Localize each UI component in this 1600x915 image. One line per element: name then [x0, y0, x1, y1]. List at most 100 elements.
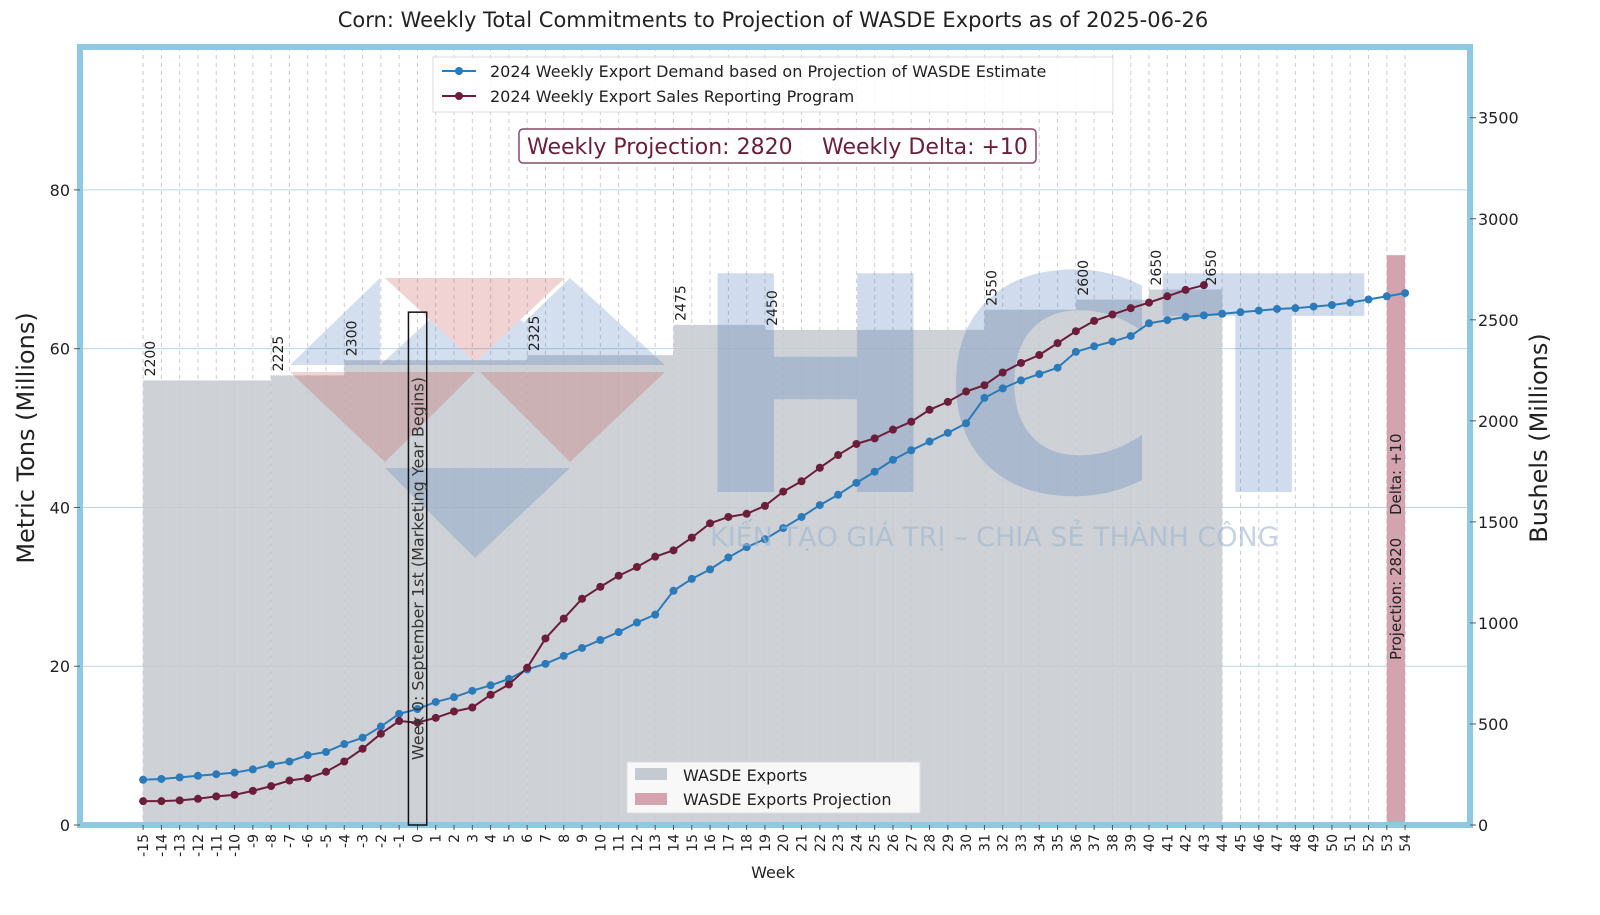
x-tick-label: -8	[264, 834, 280, 848]
point	[1199, 311, 1208, 320]
point	[724, 553, 733, 562]
delta-label: Delta: +10	[1387, 434, 1405, 516]
x-tick-label: 23	[831, 834, 847, 852]
y-axis-label: Metric Tons (Millions)	[12, 312, 40, 563]
point	[395, 717, 404, 726]
week0-label: Week 0: September 1st (Marketing Year Be…	[409, 377, 428, 760]
point	[687, 574, 696, 583]
point	[1126, 331, 1135, 340]
point	[1309, 302, 1318, 311]
logo-shape	[290, 278, 380, 365]
point	[230, 790, 239, 799]
x-tick-label: 27	[904, 834, 920, 852]
point	[413, 705, 422, 714]
point	[1364, 295, 1373, 304]
watermark-logo: HCT	[690, 214, 1367, 563]
point	[578, 643, 587, 652]
point	[1254, 306, 1263, 315]
point	[212, 792, 221, 801]
x-tick-label: 8	[557, 834, 573, 843]
point	[779, 487, 788, 496]
x-tick-label: 4	[484, 834, 500, 843]
summary-box	[518, 128, 1037, 164]
point	[980, 381, 989, 390]
x-tick-label: 34	[1032, 834, 1048, 852]
y-tick-label: 60	[50, 340, 70, 359]
point	[340, 740, 349, 749]
x-tick-label: 54	[1398, 834, 1414, 852]
x-tick-label: -2	[374, 834, 390, 848]
y2-tick-label: 2000	[1478, 412, 1519, 431]
point	[267, 782, 276, 791]
point	[943, 428, 952, 437]
x-tick-label: 35	[1051, 834, 1067, 852]
projection-bar	[1386, 255, 1406, 825]
x-tick-label: 14	[666, 834, 682, 852]
point	[486, 690, 495, 699]
bar-label: 2200	[143, 341, 159, 377]
legend-swatch	[455, 67, 463, 75]
bar-label: 2650	[1204, 250, 1220, 286]
x-tick-label: -12	[191, 834, 207, 857]
x-tick-label: 50	[1325, 834, 1341, 852]
point	[706, 519, 715, 528]
point	[1181, 285, 1190, 294]
point	[888, 455, 897, 464]
x-tick-label: 3	[465, 834, 481, 843]
x-tick-label: 39	[1124, 834, 1140, 852]
y2-tick-label: 1000	[1478, 614, 1519, 633]
point	[815, 501, 824, 510]
point	[1163, 316, 1172, 325]
x-tick-label: 19	[758, 834, 774, 852]
x-axis-label: Week	[751, 863, 796, 882]
x-tick-label: 30	[959, 834, 975, 852]
point	[285, 757, 294, 766]
point	[1035, 370, 1044, 379]
summary-text: Weekly Projection: 2820	[527, 135, 793, 160]
y-tick-label: 80	[50, 181, 70, 200]
point	[1327, 301, 1336, 310]
point	[1053, 363, 1062, 372]
x-tick-label: -4	[337, 834, 353, 848]
x-tick-label: 15	[685, 834, 701, 852]
bar-label: 2300	[344, 321, 360, 357]
point	[1163, 292, 1172, 301]
projection-label: Projection: 2820	[1387, 538, 1405, 660]
x-tick-label: 7	[538, 834, 554, 843]
point	[797, 512, 806, 521]
y2-tick-label: 500	[1478, 715, 1509, 734]
legend	[626, 761, 921, 814]
bar-label: 2450	[765, 290, 781, 326]
point	[248, 765, 257, 774]
point	[157, 797, 166, 806]
point	[376, 722, 385, 731]
point	[358, 733, 367, 742]
point	[834, 451, 843, 460]
point	[230, 768, 239, 777]
point	[779, 524, 788, 533]
logo-shape	[480, 278, 665, 365]
x-tick-label: 1	[429, 834, 445, 843]
point	[358, 744, 367, 753]
bar	[1075, 299, 1150, 825]
point	[431, 713, 440, 722]
point	[943, 397, 952, 406]
x-tick-label: -7	[282, 834, 298, 848]
point	[1291, 304, 1300, 313]
point	[431, 697, 440, 706]
line	[143, 292, 1406, 781]
x-tick-label: 51	[1343, 834, 1359, 852]
x-tick-label: 29	[941, 834, 957, 852]
point	[1053, 339, 1062, 348]
y2-tick-label: 1500	[1478, 513, 1519, 532]
logo-shape	[385, 278, 565, 362]
point	[523, 663, 532, 672]
x-tick-label: 41	[1160, 834, 1176, 852]
plot-background	[80, 47, 1470, 826]
legend-label: 2024 Weekly Export Demand based on Proje…	[490, 62, 1046, 81]
logo-shape	[290, 372, 475, 462]
y-tick-label: 0	[60, 816, 70, 835]
x-tick-label: 32	[996, 834, 1012, 852]
point	[614, 571, 623, 580]
y2-axis-label: Bushels (Millions)	[1525, 333, 1553, 542]
